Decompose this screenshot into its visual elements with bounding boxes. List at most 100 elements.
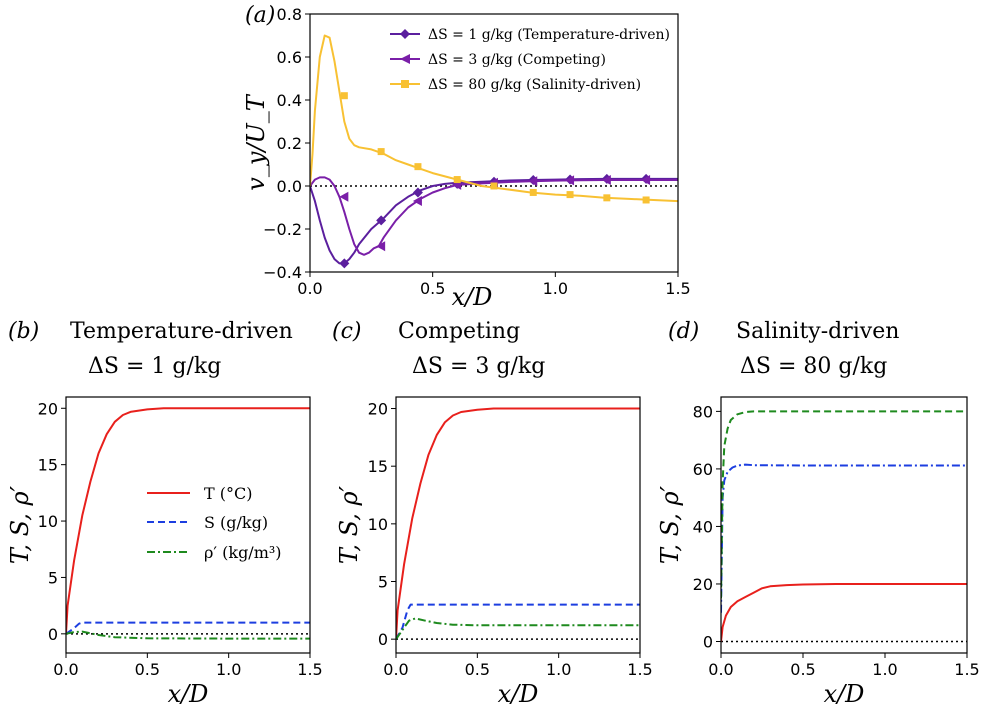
panel-a-ytick-label: 0.4 (277, 91, 302, 110)
panel-b-ytick-label: 15 (38, 456, 58, 475)
panel-b-xtick-label: 1.5 (297, 660, 322, 679)
panel-b-label: (b) (8, 319, 39, 344)
panel-c-xtick-label: 1.5 (627, 660, 652, 679)
panel-a: (a) 0.0 0.5 1.0 1.5−0.4−0.20.00.20.40.60.8 … (242, 3, 691, 311)
panel-a-xtick-label: 0.0 (297, 279, 322, 298)
panel-a-series-1-marker (376, 241, 386, 252)
panel-a-series-2-marker (490, 182, 498, 190)
panel-d-series-0 (721, 583, 967, 642)
panel-b-xtick-label: 0.0 (53, 660, 78, 679)
panel-a-series-1-marker (565, 175, 575, 186)
panel-a-series-1-marker (528, 176, 538, 187)
panel-b-series-1 (66, 621, 310, 635)
panel-d-xtick-label: 1.0 (872, 660, 897, 679)
panel-d-title: Salinity-driven (736, 319, 899, 344)
panel-c-ytick-label: 10 (368, 515, 388, 534)
panel-d-ytick-label: 40 (693, 517, 713, 536)
panel-b-ylabel: T, S, ρ′ (6, 485, 34, 564)
panel-b-ytick-label: 5 (48, 568, 58, 587)
legend-a-label-1: ΔS = 1 g/kg (Temperature-driven) (428, 27, 670, 43)
legend-a-label-2: ΔS = 3 g/kg (Competing) (428, 52, 606, 68)
panel-a-series-2-marker (340, 92, 348, 100)
panel-a-series-2-marker (603, 194, 611, 202)
panel-d-series-2 (721, 410, 967, 599)
panel-c-ylabel: T, S, ρ′ (335, 485, 363, 564)
panel-a-series-1-marker (412, 196, 422, 207)
panel-b-subtitle: ΔS = 1 g/kg (88, 354, 221, 379)
panel-c-xtick-label: 1.0 (546, 660, 571, 679)
panel-b-series-2 (66, 630, 310, 640)
panel-b-title: Temperature-driven (70, 319, 293, 344)
panel-a-series-1 (310, 176, 678, 256)
panel-c-xlabel: x/D (498, 680, 539, 708)
panel-a-series-2-marker (642, 196, 650, 204)
panel-b-legend: T (°C) S (g/kg) ρ′ (kg/m³) (147, 484, 282, 562)
panel-a-series-0 (310, 177, 678, 265)
panel-b-xlabel: x/D (168, 680, 209, 708)
legend-b-label-S: S (g/kg) (204, 513, 268, 532)
panel-a-series-1-marker (641, 174, 651, 185)
panel-a-series-2-marker (414, 163, 422, 171)
panel-c-ytick-label: 20 (368, 400, 388, 419)
panel-d-xlabel: x/D (824, 680, 865, 708)
panel-c-series-0 (396, 407, 640, 640)
panel-c-ytick-label: 5 (378, 573, 388, 592)
legend-b-label-T: T (°C) (204, 484, 252, 503)
panel-a-series-2-marker (529, 188, 537, 196)
panel-d-xtick-label: 0.0 (708, 660, 733, 679)
panel-a-xtick-label: 1.0 (543, 279, 568, 298)
panel-d-ytick-label: 60 (693, 460, 713, 479)
panel-a-series-2-marker (566, 191, 574, 199)
panel-d-ytick-label: 0 (703, 632, 713, 651)
panel-c-series-1 (396, 603, 640, 640)
legend-a-label-3: ΔS = 80 g/kg (Salinity-driven) (428, 77, 641, 93)
panel-d-ylabel: T, S, ρ′ (656, 485, 684, 564)
panel-a-series-1-marker (601, 174, 611, 185)
panel-c-subtitle: ΔS = 3 g/kg (412, 354, 545, 379)
panel-b-ytick-label: 20 (38, 399, 58, 418)
panel-d: (d) Salinity-driven ΔS = 80 g/kg 0.0 0.5 1… (656, 319, 980, 708)
panel-a-legend: ΔS = 1 g/kg (Temperature-driven) ΔS = 3 … (390, 27, 670, 93)
panel-a-series-0-marker (376, 215, 387, 226)
panel-a-ytick-label: 0.8 (277, 5, 302, 24)
panel-d-series-1 (721, 463, 967, 613)
panel-b-xtick-label: 1.0 (216, 660, 241, 679)
panel-a-xtick-label: 1.5 (665, 279, 690, 298)
panel-b-ytick-label: 0 (48, 625, 58, 644)
panel-a-series-2-marker (377, 148, 385, 156)
panel-c-xtick-label: 0.0 (383, 660, 408, 679)
panel-c: (c) Competing ΔS = 3 g/kg 0.0 0.5 1.0 1.5 0 5… (332, 319, 653, 708)
panel-a-series-0-marker (339, 258, 350, 269)
panel-a-xlabel: x/D (452, 283, 493, 311)
panel-d-ytick-label: 20 (693, 575, 713, 594)
panel-c-series-2 (396, 617, 640, 640)
panel-b-frame (65, 396, 311, 654)
panel-d-xtick-label: 0.5 (790, 660, 815, 679)
legend-a-marker-square (401, 80, 409, 88)
panel-a-ytick-label: −0.2 (263, 220, 302, 239)
panel-d-label: (d) (668, 319, 699, 344)
panel-c-xtick-label: 0.5 (465, 660, 490, 679)
legend-b-label-rho: ρ′ (kg/m³) (204, 543, 282, 562)
panel-b: (b) Temperature-driven ΔS = 1 g/kg 0.0 0.… (6, 319, 323, 708)
panel-d-frame (720, 396, 968, 654)
panel-d-subtitle: ΔS = 80 g/kg (740, 354, 887, 379)
panel-c-ytick-label: 15 (368, 457, 388, 476)
panel-d-ytick-label: 80 (693, 402, 713, 421)
panel-a-ylabel: v_y/U_T (242, 93, 270, 190)
panel-d-xtick-label: 1.5 (954, 660, 979, 679)
panel-c-frame (395, 396, 641, 654)
panel-a-ytick-label: 0.0 (277, 177, 302, 196)
panel-a-ytick-label: −0.4 (263, 263, 302, 282)
legend-a-marker-diamond (400, 29, 410, 39)
panel-a-series-1-marker (339, 191, 349, 202)
panel-b-ytick-label: 10 (38, 512, 58, 531)
panel-a-series-2-marker (453, 176, 461, 184)
panel-b-series-0 (66, 407, 310, 634)
panel-b-xtick-label: 0.5 (135, 660, 160, 679)
panel-c-ytick-label: 0 (378, 630, 388, 649)
panel-c-title: Competing (398, 319, 520, 344)
legend-a-marker-triangle (400, 54, 410, 64)
panel-a-ytick-label: 0.6 (277, 48, 302, 67)
